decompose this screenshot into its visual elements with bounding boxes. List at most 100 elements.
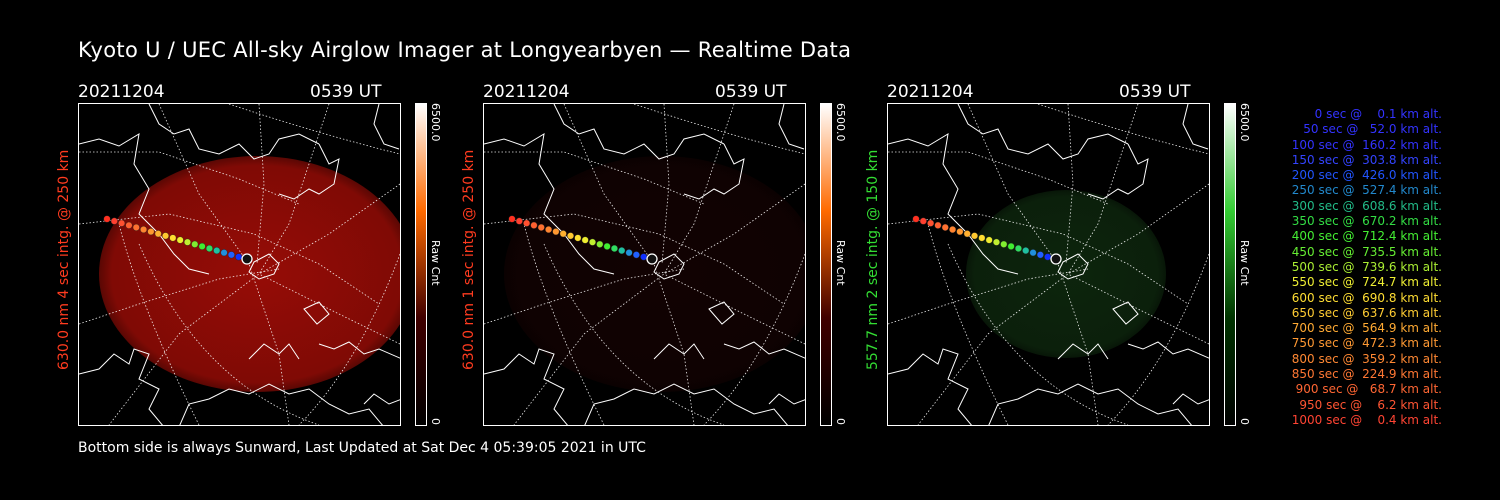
- coastline-map: [484, 104, 805, 425]
- allsky-image-frame: [78, 103, 401, 426]
- legend-entry: 850 sec @ 224.9 km alt.: [1287, 367, 1442, 382]
- track-point: [191, 240, 199, 248]
- track-point: [934, 221, 942, 229]
- track-point: [941, 223, 949, 231]
- track-point: [1029, 249, 1037, 257]
- track-endpoint: [1050, 253, 1062, 265]
- track-point: [618, 247, 626, 255]
- coastline-map: [79, 104, 400, 425]
- track-point: [567, 232, 575, 240]
- allsky-image: [484, 104, 805, 425]
- track-point: [183, 238, 191, 246]
- legend-entry: 350 sec @ 670.2 km alt.: [1287, 214, 1442, 229]
- panel-date: 20211204: [887, 82, 974, 102]
- legend-entry: 300 sec @ 608.6 km alt.: [1287, 198, 1442, 213]
- airglow-disk: [966, 190, 1166, 358]
- footer-status: Bottom side is always Sunward, Last Upda…: [78, 440, 646, 456]
- legend-entry: 750 sec @ 472.3 km alt.: [1287, 336, 1442, 351]
- track-point: [927, 219, 935, 227]
- colorbar-min-label: 0: [429, 418, 442, 425]
- track-point: [508, 215, 516, 223]
- track-point: [213, 247, 221, 255]
- track-point: [154, 230, 162, 238]
- colorbar-max-label: 6500.0: [429, 103, 442, 142]
- track-endpoint: [241, 253, 253, 265]
- track-point: [596, 240, 604, 248]
- colorbar: [415, 103, 427, 426]
- track-point: [640, 253, 648, 261]
- track-point: [198, 242, 206, 250]
- track-point: [1044, 253, 1052, 261]
- legend-entry: 650 sec @ 637.6 km alt.: [1287, 305, 1442, 320]
- panel-time: 0539 UT: [1119, 82, 1191, 102]
- track-point: [176, 236, 184, 244]
- panel-time: 0539 UT: [310, 82, 382, 102]
- coastline-map: [888, 104, 1209, 425]
- colorbar-max-label: 6500.0: [1238, 103, 1251, 142]
- panel-wavelength-label: 557.7 nm 2 sec intg. @ 150 km: [865, 149, 881, 370]
- legend-entry: 50 sec @ 52.0 km alt.: [1295, 122, 1442, 137]
- track-point: [162, 232, 170, 240]
- colorbar-max-label: 6500.0: [834, 103, 847, 142]
- track-point: [1000, 240, 1008, 248]
- colorbar: [820, 103, 832, 426]
- track-point: [530, 221, 538, 229]
- legend-entry: 250 sec @ 527.4 km alt.: [1287, 183, 1442, 198]
- track-point: [978, 234, 986, 242]
- track-point: [132, 223, 140, 231]
- track-point: [632, 251, 640, 259]
- legend-entry: 800 sec @ 359.2 km alt.: [1287, 351, 1442, 366]
- panel-time: 0539 UT: [715, 82, 787, 102]
- airglow-disk: [99, 156, 400, 392]
- colorbar-min-label: 0: [1238, 418, 1251, 425]
- legend-entry: 700 sec @ 564.9 km alt.: [1287, 321, 1442, 336]
- legend-entry: 0 sec @ 0.1 km alt.: [1303, 107, 1442, 121]
- legend-entry: 600 sec @ 690.8 km alt.: [1287, 290, 1442, 305]
- track-endpoint: [646, 253, 658, 265]
- satellite-track: [912, 215, 1062, 265]
- allsky-image: [79, 104, 400, 425]
- satellite-track: [103, 215, 253, 265]
- track-point: [971, 232, 979, 240]
- legend-entry: 200 sec @ 426.0 km alt.: [1287, 168, 1442, 183]
- track-point: [985, 236, 993, 244]
- geo-grid: [79, 104, 400, 425]
- track-point: [125, 221, 133, 229]
- track-point: [610, 244, 618, 252]
- geo-grid: [888, 104, 1209, 425]
- colorbar-min-label: 0: [834, 418, 847, 425]
- track-point: [949, 226, 957, 234]
- track-point: [603, 242, 611, 250]
- satellite-track: [508, 215, 658, 265]
- altitude-legend: 0 sec @ 0.1 km alt. 50 sec @ 52.0 km alt…: [1288, 107, 1442, 428]
- track-point: [1022, 247, 1030, 255]
- track-point: [581, 236, 589, 244]
- track-point: [118, 219, 126, 227]
- track-point: [537, 223, 545, 231]
- legend-entry: 550 sec @ 724.7 km alt.: [1287, 275, 1442, 290]
- panel-wavelength-label: 630.0 nm 4 sec intg. @ 250 km: [56, 149, 72, 370]
- track-point: [235, 253, 243, 261]
- track-point: [1036, 251, 1044, 259]
- track-point: [956, 228, 964, 236]
- track-point: [912, 215, 920, 223]
- track-point: [919, 217, 927, 225]
- track-point: [110, 217, 118, 225]
- track-point: [147, 228, 155, 236]
- legend-entry: 100 sec @ 160.2 km alt.: [1287, 137, 1442, 152]
- panel-date: 20211204: [483, 82, 570, 102]
- track-point: [992, 238, 1000, 246]
- track-point: [559, 230, 567, 238]
- page-title: Kyoto U / UEC All-sky Airglow Imager at …: [78, 38, 852, 62]
- colorbar-unit-label: Raw Cnt: [429, 240, 442, 286]
- panel-wavelength-label: 630.0 nm 1 sec intg. @ 250 km: [461, 149, 477, 370]
- track-point: [574, 234, 582, 242]
- colorbar-unit-label: Raw Cnt: [834, 240, 847, 286]
- track-point: [140, 226, 148, 234]
- track-point: [545, 226, 553, 234]
- legend-entry: 400 sec @ 712.4 km alt.: [1287, 229, 1442, 244]
- panel-date: 20211204: [78, 82, 165, 102]
- geo-grid: [484, 104, 805, 425]
- allsky-image: [888, 104, 1209, 425]
- track-point: [103, 215, 111, 223]
